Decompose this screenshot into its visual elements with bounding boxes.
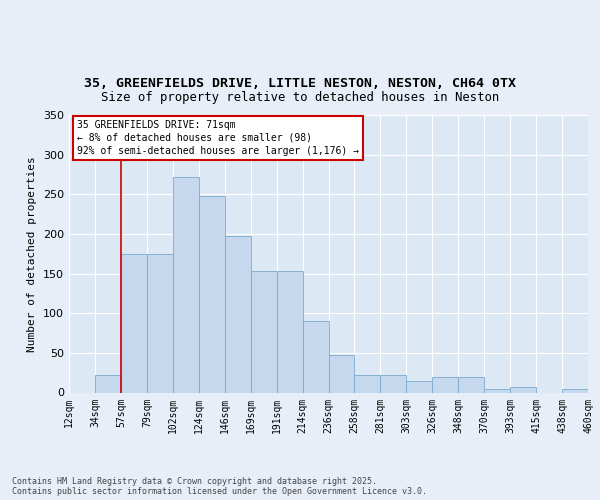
Bar (95, 375, 121, 392)
Bar (277, 271, 302, 392)
Bar (147, 254, 173, 392)
Bar (199, 196, 224, 392)
Bar (225, 236, 251, 392)
Bar (173, 177, 199, 392)
Text: 35 GREENFIELDS DRIVE: 71sqm
← 8% of detached houses are smaller (98)
92% of semi: 35 GREENFIELDS DRIVE: 71sqm ← 8% of deta… (77, 120, 359, 156)
Text: Size of property relative to detached houses in Neston: Size of property relative to detached ho… (101, 91, 499, 104)
Bar (329, 355, 355, 393)
Bar (380, 375, 406, 392)
Text: Contains HM Land Registry data © Crown copyright and database right 2025.
Contai: Contains HM Land Registry data © Crown c… (12, 476, 427, 496)
Bar (458, 376, 484, 392)
Bar (484, 388, 510, 392)
Bar (355, 375, 380, 392)
Text: 35, GREENFIELDS DRIVE, LITTLE NESTON, NESTON, CH64 0TX: 35, GREENFIELDS DRIVE, LITTLE NESTON, NE… (84, 77, 516, 90)
Y-axis label: Number of detached properties: Number of detached properties (28, 156, 37, 352)
Bar (433, 376, 458, 392)
Bar (302, 321, 329, 392)
Bar (562, 388, 588, 392)
Bar (121, 254, 147, 392)
Bar (406, 380, 432, 392)
Bar (510, 387, 536, 392)
Bar (251, 271, 277, 392)
